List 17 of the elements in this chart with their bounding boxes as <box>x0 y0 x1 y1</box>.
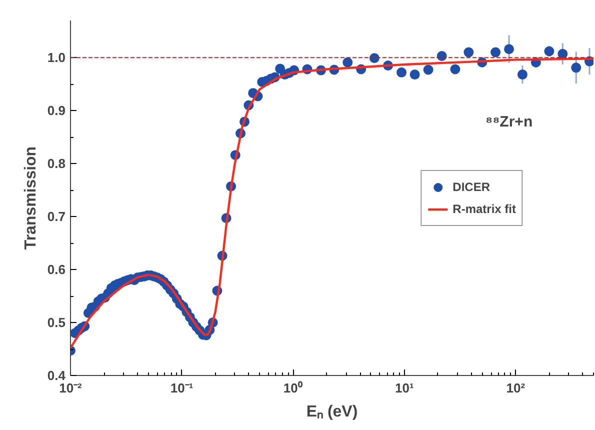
x-tick-label: 10⁰ <box>283 380 303 396</box>
y-tick-label: 0.9 <box>47 103 66 118</box>
y-tick-label: 1.0 <box>47 50 66 66</box>
y-tick-label: 0.5 <box>47 315 66 330</box>
x-axis-title: Eₙ (eV) <box>306 404 358 420</box>
y-tick-label: 0.4 <box>47 368 66 383</box>
y-tick-label: 0.6 <box>47 262 66 278</box>
legend-label: DICER <box>452 180 490 194</box>
x-tick-label: 10¹ <box>395 380 414 396</box>
annotation: ⁸⁸Zr+n <box>486 114 533 130</box>
y-axis-title: Transmission <box>22 146 40 250</box>
legend-label: R-matrix fit <box>452 202 516 216</box>
y-tick-label: 0.8 <box>47 156 66 172</box>
y-tick-label: 0.7 <box>47 209 66 224</box>
x-tick-label: 10⁻¹ <box>170 380 194 396</box>
x-tick-label: 10⁻² <box>59 380 83 396</box>
x-tick-label: 10² <box>506 380 526 396</box>
